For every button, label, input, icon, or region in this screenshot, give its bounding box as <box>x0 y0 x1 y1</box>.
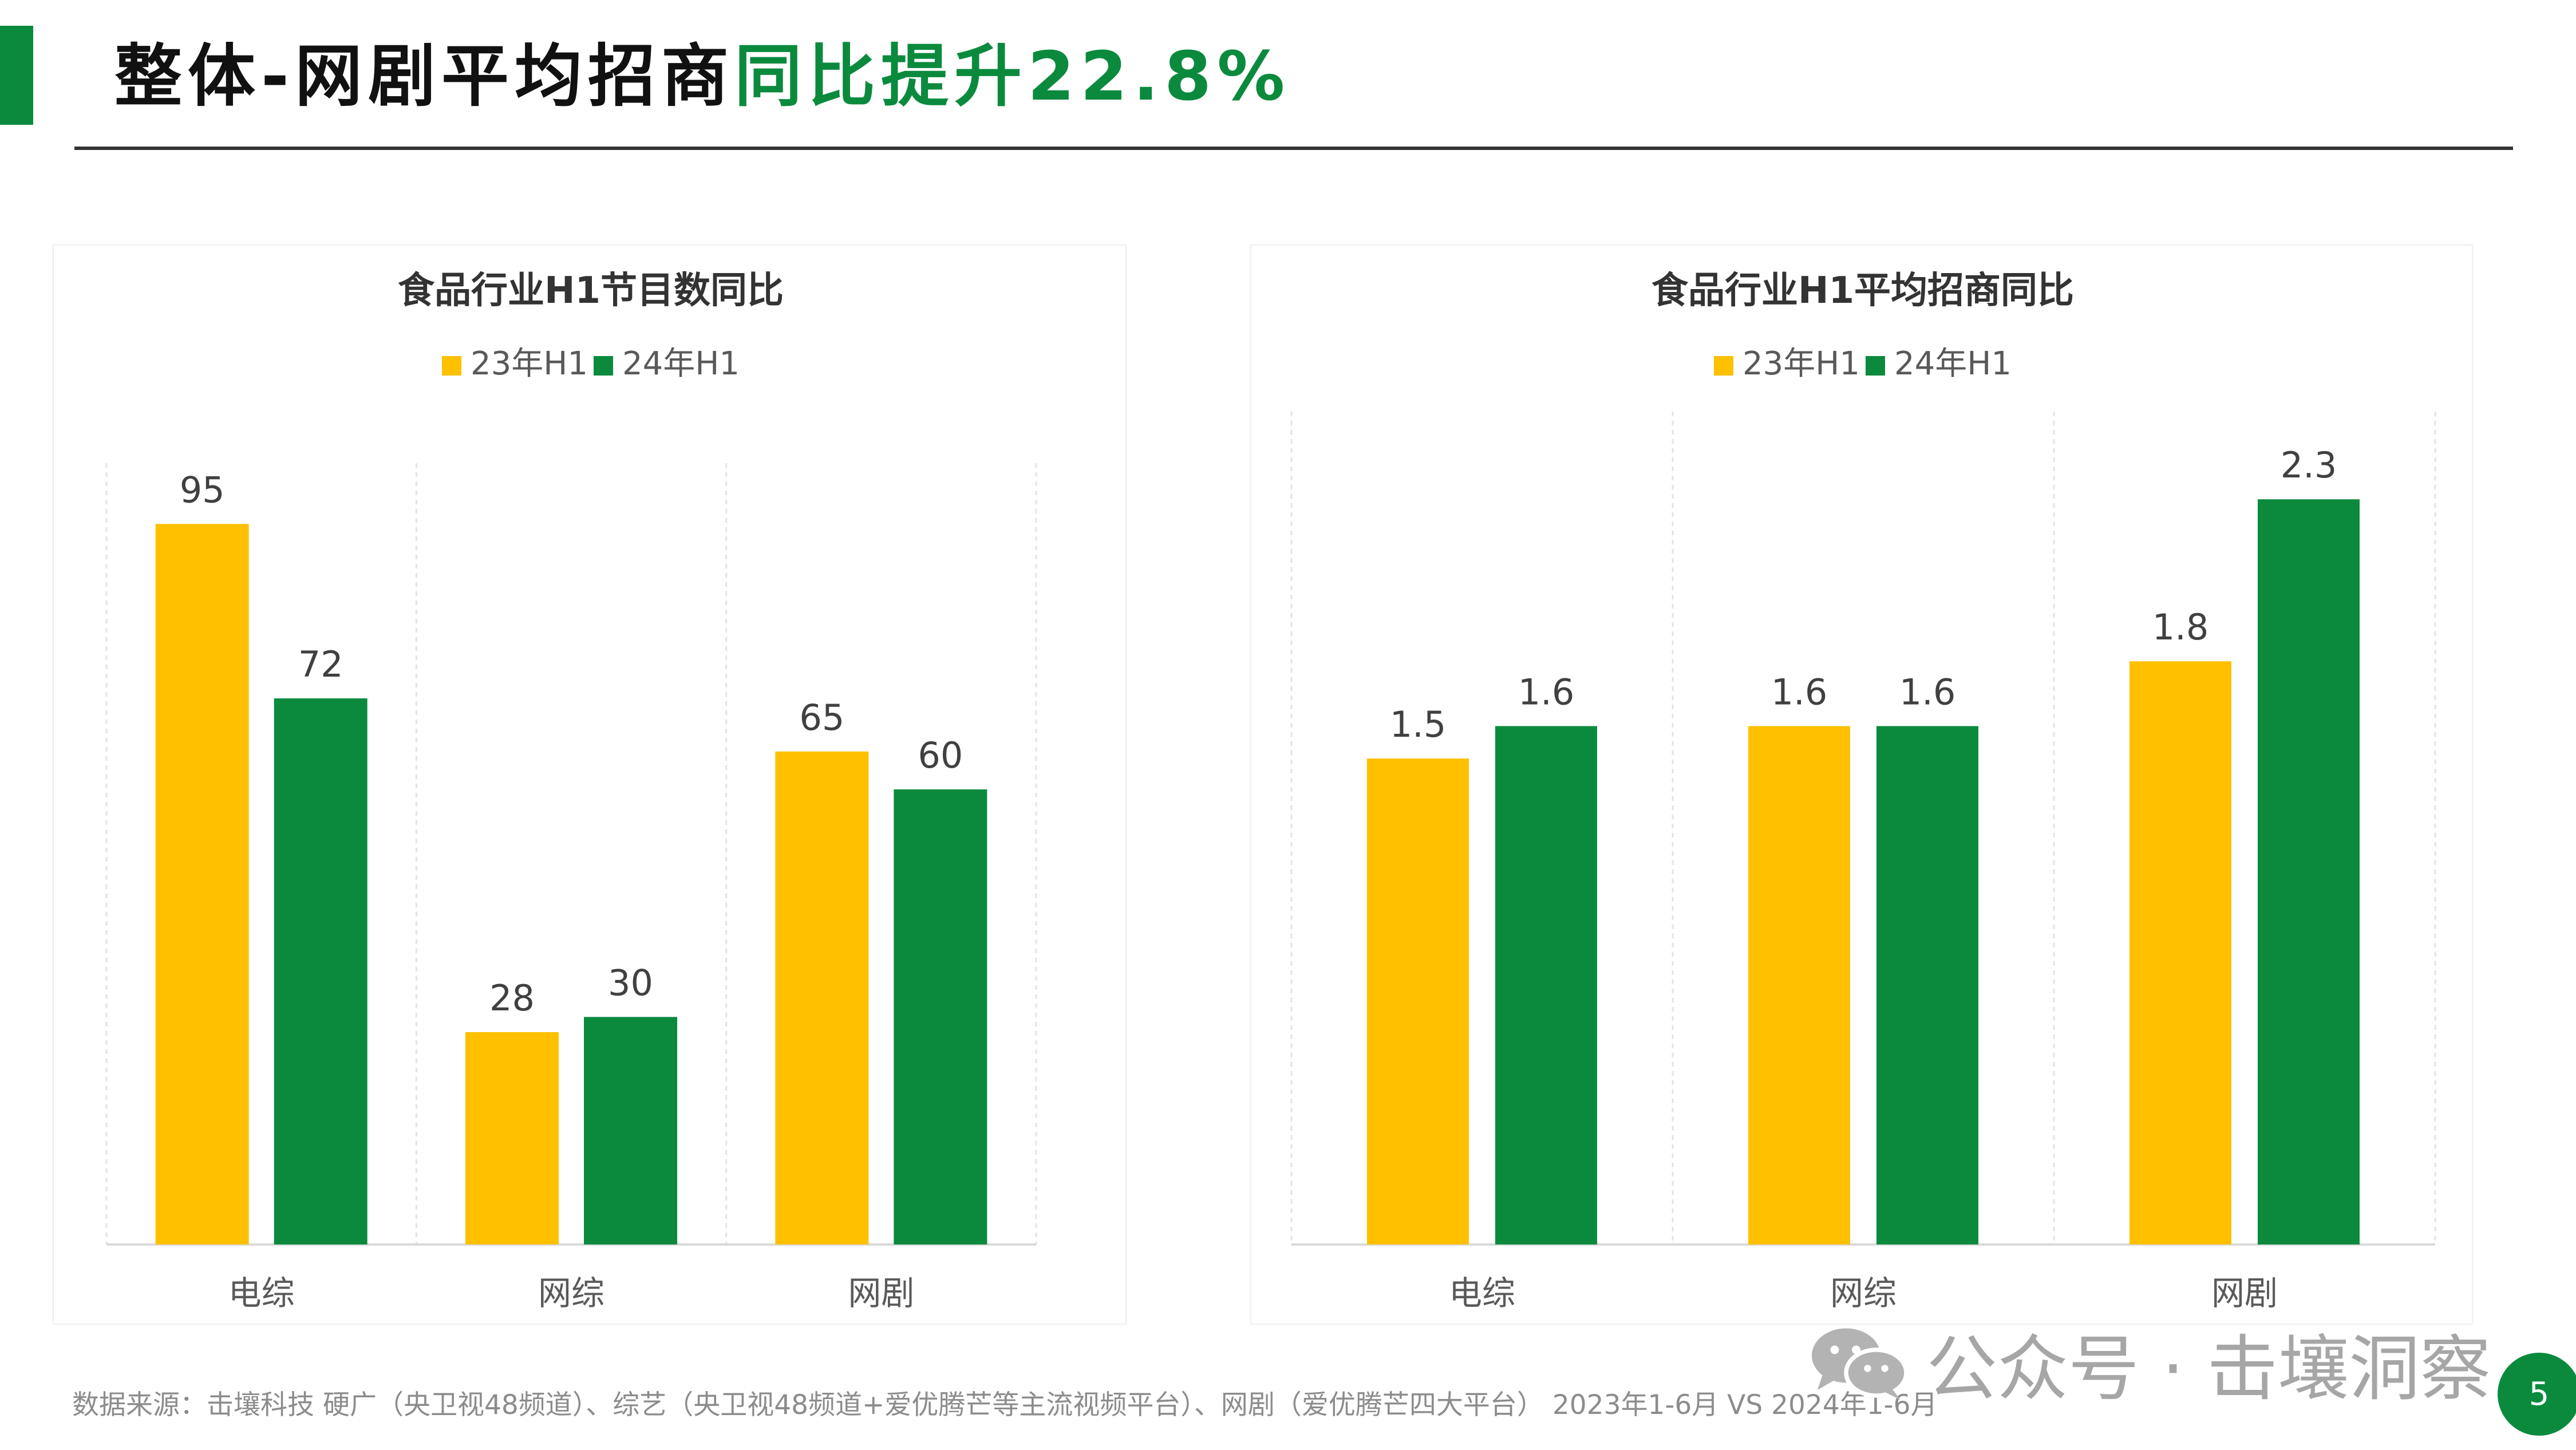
bar-s24-0 <box>274 698 368 1244</box>
bar-s23-2 <box>775 751 869 1244</box>
x-tick-label: 网综 <box>538 1274 605 1313</box>
chart-legend: 23年H1 24年H1 <box>442 345 740 382</box>
chart-panel-program-count: 食品行业H1节目数同比 23年H1 24年H1 95 72 电综 28 30 网综 65 60 网剧 <box>53 244 1127 1325</box>
legend-swatch-1 <box>594 356 613 376</box>
data-label: 1.5 <box>1390 704 1447 745</box>
bar-s24-1 <box>1876 726 1978 1244</box>
data-label: 60 <box>918 734 963 776</box>
watermark-text: 公众号 · 击壤洞察 <box>1926 1328 2491 1411</box>
data-label: 30 <box>608 962 653 1004</box>
chart-program-count: 食品行业H1节目数同比 23年H1 24年H1 95 72 电综 28 30 网综 65 60 网剧 <box>105 270 1037 1313</box>
page-title-main: 整体-网剧平均招商 <box>114 36 734 116</box>
legend-label-0: 23年H1 <box>1743 345 1860 382</box>
data-label: 2.3 <box>2281 444 2337 486</box>
x-tick-label: 电综 <box>228 1274 295 1313</box>
data-label: 28 <box>489 977 535 1019</box>
legend-label-1: 24年H1 <box>622 345 740 382</box>
bar-s24-2 <box>2258 499 2360 1245</box>
data-label: 1.8 <box>2152 606 2209 648</box>
page-title-highlight: 同比提升22.8% <box>734 36 1291 116</box>
chart-legend: 23年H1 24年H1 <box>1714 345 2012 382</box>
x-tick-label: 网剧 <box>848 1274 914 1313</box>
bar-s24-2 <box>894 789 987 1244</box>
data-label: 1.6 <box>1771 671 1828 713</box>
data-label: 1.6 <box>1899 671 1956 713</box>
watermark: 公众号 · 击壤洞察 <box>1809 1311 2491 1414</box>
x-tick-label: 网综 <box>1830 1274 1897 1313</box>
title-divider <box>74 147 2513 150</box>
bar-s24-1 <box>584 1017 677 1244</box>
chart-panel-avg-sponsorship: 食品行业H1平均招商同比 23年H1 24年H1 1.5 1.6 电综 1.6 1.6 网综 1.… <box>1250 244 2473 1325</box>
data-label: 72 <box>298 643 343 685</box>
bar-s24-0 <box>1495 726 1597 1244</box>
chart-title: 食品行业H1平均招商同比 <box>1652 270 2074 312</box>
legend-label-0: 23年H1 <box>471 345 588 382</box>
bar-s23-1 <box>465 1032 559 1244</box>
x-tick-label: 网剧 <box>2211 1274 2278 1313</box>
bar-s23-0 <box>155 524 249 1244</box>
data-label: 1.6 <box>1518 671 1575 713</box>
legend-label-1: 24年H1 <box>1894 345 2012 382</box>
wechat-icon <box>1812 1328 1909 1400</box>
page-title: 整体-网剧平均招商 同比提升22.8% <box>114 24 1290 116</box>
chart-avg-sponsorship: 食品行业H1平均招商同比 23年H1 24年H1 1.5 1.6 电综 1.6 1.6 网综 1.… <box>1290 270 2436 1313</box>
chart-title: 食品行业H1节目数同比 <box>398 270 784 312</box>
x-tick-label: 电综 <box>1449 1274 1515 1313</box>
data-source-note: 数据来源：击壤科技 硬广（央卫视48频道）、综艺（央卫视48频道+爱优腾芒等主流… <box>72 1389 1938 1421</box>
title-accent-bar <box>0 26 33 125</box>
page-number-badge: 5 <box>2498 1353 2576 1436</box>
legend-swatch-1 <box>1866 356 1885 376</box>
bar-s23-1 <box>1748 726 1850 1244</box>
data-label: 95 <box>180 469 225 511</box>
legend-swatch-0 <box>442 356 461 376</box>
legend-swatch-0 <box>1714 356 1733 376</box>
bar-s23-0 <box>1367 758 1469 1244</box>
bar-s23-2 <box>2129 661 2231 1244</box>
data-label: 65 <box>799 697 844 738</box>
